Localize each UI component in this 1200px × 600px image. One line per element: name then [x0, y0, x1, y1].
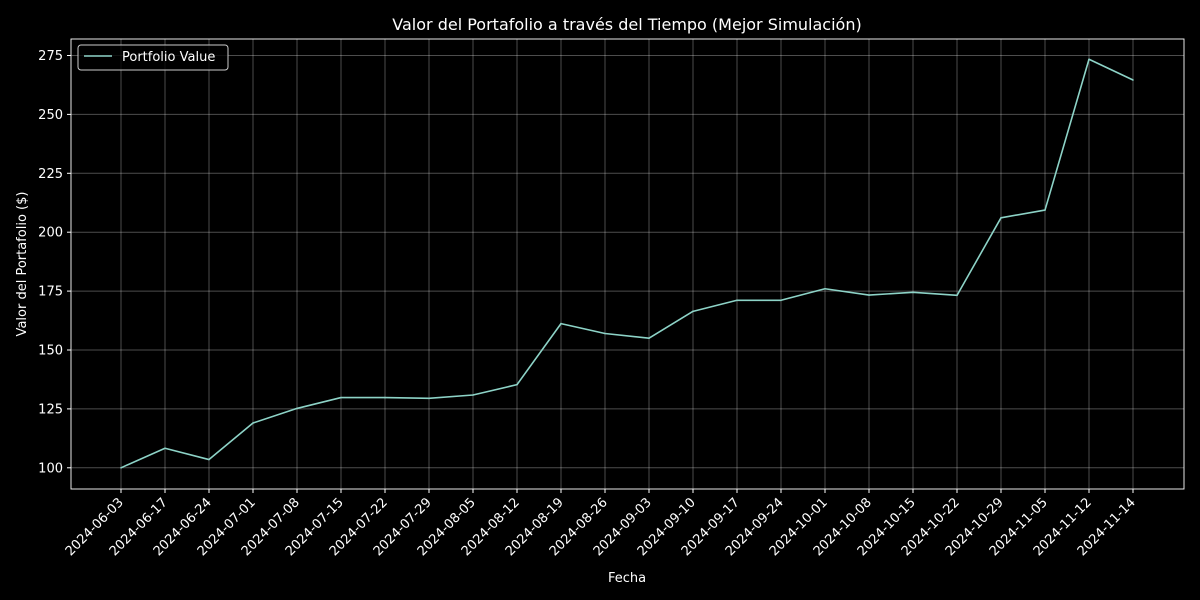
data-point — [956, 294, 958, 297]
y-tick-label: 275 — [38, 49, 63, 64]
y-tick-label: 100 — [38, 461, 63, 476]
data-point — [164, 447, 166, 450]
data-point — [912, 291, 914, 294]
x-axis-label: Fecha — [608, 571, 646, 586]
y-tick-label: 225 — [38, 167, 63, 182]
data-point — [516, 383, 518, 386]
data-point — [208, 458, 210, 461]
legend-label: Portfolio Value — [122, 50, 215, 65]
data-point — [1000, 217, 1002, 219]
y-tick-label: 200 — [38, 226, 63, 241]
data-point — [296, 407, 298, 410]
data-point — [780, 299, 782, 302]
data-point — [560, 322, 562, 325]
plot-frame — [70, 38, 1185, 490]
data-point — [252, 422, 254, 424]
legend-box — [77, 44, 229, 71]
data-point — [604, 332, 606, 335]
data-point — [428, 397, 430, 400]
data-point — [1088, 58, 1090, 61]
data-point — [692, 310, 694, 313]
series-line — [120, 58, 1134, 469]
y-tick-label: 125 — [38, 402, 63, 417]
data-point — [120, 466, 122, 469]
data-point — [648, 337, 650, 340]
data-point — [340, 396, 342, 399]
data-point — [736, 299, 738, 302]
data-point — [868, 294, 870, 296]
data-point — [384, 396, 386, 399]
chart-title: Valor del Portafolio a través del Tiempo… — [392, 15, 861, 34]
data-point — [824, 287, 826, 290]
grid-lines — [71, 39, 1184, 489]
data-point — [1132, 79, 1134, 81]
y-axis-label: Valor del Portafolio ($) — [15, 192, 30, 337]
data-point — [1044, 209, 1046, 211]
series-layer — [120, 58, 1134, 469]
y-tick-label: 150 — [38, 343, 63, 358]
legend: Portfolio Value — [77, 44, 229, 71]
y-axis-ticks: 100 125 150 175 200 225 250 275 — [38, 49, 71, 476]
data-point — [472, 394, 474, 396]
y-tick-label: 175 — [38, 285, 63, 300]
y-tick-label: 250 — [38, 108, 63, 123]
